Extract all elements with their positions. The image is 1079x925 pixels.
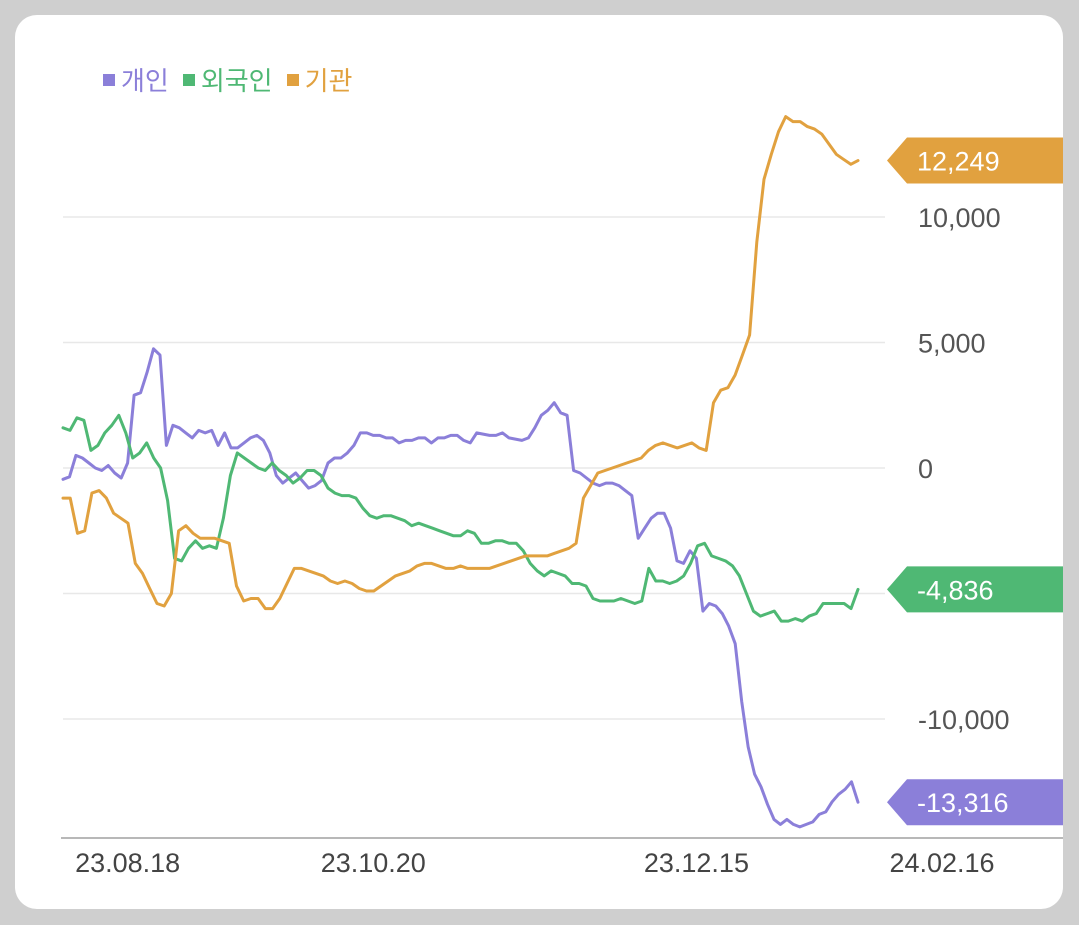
legend-label-institution: 기관 — [304, 67, 353, 97]
x-tick-label: 24.02.16 — [889, 848, 994, 878]
x-tick-label: 23.08.18 — [75, 848, 180, 878]
end-value-tag-label: -13,316 — [917, 788, 1009, 818]
end-value-tag: -4,836 — [887, 566, 1063, 613]
y-tick-label: 0 — [918, 454, 933, 484]
end-value-tag: 12,249 — [887, 137, 1063, 184]
legend-label-individual: 개인 — [121, 67, 169, 97]
end-value-tag-label: 12,249 — [917, 147, 1000, 177]
line-chart: 10,000 5,000 0 -10,000 23.08.18 23.10.20 23.12… — [61, 115, 1063, 878]
end-value-tag: -13,316 — [887, 779, 1063, 826]
legend-label-foreign: 외국인 — [200, 67, 273, 97]
y-tick-label: -10,000 — [918, 705, 1010, 735]
y-tick-label: 10,000 — [918, 203, 1001, 233]
legend-item-institution[interactable]: 기관 — [286, 61, 353, 98]
legend-item-foreign[interactable]: 외국인 — [182, 61, 273, 98]
chart-card: 개인 외국인 기관 10,000 5,000 0 -10,000 23.08.18 23.… — [15, 15, 1063, 909]
legend-swatch-individual — [103, 73, 115, 86]
series-line — [61, 347, 860, 829]
end-value-tag-bg — [887, 779, 1063, 826]
end-value-tag-label: -4,836 — [917, 575, 994, 605]
y-tick-label: 5,000 — [918, 329, 986, 359]
series-line — [61, 115, 860, 611]
x-tick-label: 23.12.15 — [644, 848, 749, 878]
legend-swatch-foreign — [182, 73, 195, 86]
end-value-tag-bg — [887, 137, 1063, 184]
legend-swatch-institution — [286, 73, 299, 86]
series-line — [61, 413, 860, 623]
legend-item-individual[interactable]: 개인 — [103, 61, 169, 98]
chart-legend: 개인 외국인 기관 — [103, 61, 352, 98]
x-tick-label: 23.10.20 — [321, 848, 426, 878]
end-value-tag-bg — [887, 566, 1063, 613]
